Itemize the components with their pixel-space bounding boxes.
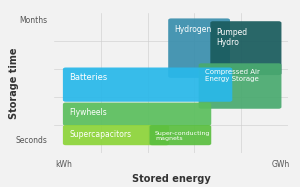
- Text: Compressed Air
Energy Storage: Compressed Air Energy Storage: [205, 69, 260, 82]
- Text: Batteries: Batteries: [69, 73, 107, 82]
- Text: Stored energy: Stored energy: [132, 174, 210, 184]
- Text: Months: Months: [19, 16, 47, 25]
- Text: Super-conducting
magnets: Super-conducting magnets: [155, 131, 211, 141]
- Text: Flywheels: Flywheels: [69, 108, 107, 117]
- Text: Seconds: Seconds: [15, 136, 47, 145]
- Text: Supercapacitors: Supercapacitors: [69, 130, 131, 139]
- Text: GWh: GWh: [272, 160, 290, 169]
- FancyBboxPatch shape: [63, 68, 232, 102]
- FancyBboxPatch shape: [149, 125, 211, 145]
- Text: Hydrogen: Hydrogen: [175, 25, 212, 34]
- FancyBboxPatch shape: [63, 125, 169, 145]
- FancyBboxPatch shape: [168, 19, 230, 78]
- Text: Pumped
Hydro: Pumped Hydro: [217, 28, 248, 47]
- FancyBboxPatch shape: [210, 21, 281, 75]
- Text: kWh: kWh: [55, 160, 72, 169]
- FancyBboxPatch shape: [63, 102, 211, 126]
- Text: Storage time: Storage time: [9, 47, 19, 119]
- FancyBboxPatch shape: [199, 63, 281, 109]
